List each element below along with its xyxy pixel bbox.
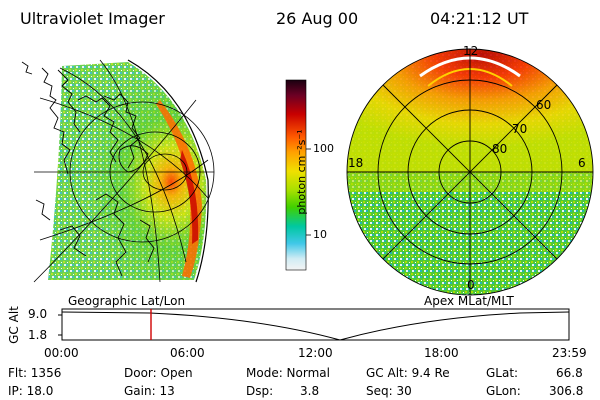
polar-plot-panel <box>346 48 594 296</box>
glat-label: GLat: <box>486 366 519 380</box>
ip-readout: IP: 18.0 <box>8 384 54 398</box>
flt-readout: Flt: 1356 <box>8 366 62 380</box>
time-tick-1800: 18:00 <box>424 346 459 360</box>
mlat-label-70: 70 <box>512 122 528 136</box>
colorbar <box>285 79 307 271</box>
mlat-label-80: 80 <box>492 142 508 156</box>
mode-readout: Mode: Normal <box>246 366 330 380</box>
gc-alt-readout: GC Alt: 9.4 Re <box>366 366 450 380</box>
colorbar-tick-100: 100 <box>313 142 334 155</box>
glon-label: GLon: <box>486 384 521 398</box>
glon-value: 306.8 <box>549 384 584 398</box>
mlt-label-12: 12 <box>463 44 479 58</box>
door-readout: Door: Open <box>124 366 193 380</box>
time-tick-0000: 00:00 <box>44 346 79 360</box>
dsp-value: 3.8 <box>300 384 320 398</box>
time-tick-0600: 06:00 <box>170 346 205 360</box>
geographic-caption: Geographic Lat/Lon <box>68 294 186 308</box>
mlt-label-18: 18 <box>348 156 364 170</box>
time-tick-2359: 23:59 <box>552 346 587 360</box>
geographic-map-panel <box>21 59 215 283</box>
dsp-label: Dsp: <box>246 384 274 398</box>
gc-alt-axis-label: GC Alt <box>7 306 21 344</box>
mlt-label-6: 6 <box>578 156 586 170</box>
mlat-label-60: 60 <box>536 98 552 112</box>
time-tick-1200: 12:00 <box>298 346 333 360</box>
apex-caption: Apex MLat/MLT <box>424 294 514 308</box>
glat-value: 66.8 <box>556 366 583 380</box>
seq-readout: Seq: 30 <box>366 384 412 398</box>
alt-tick-1-8: 1.8 <box>28 328 48 342</box>
mlt-label-0: 0 <box>467 278 475 292</box>
image-time: 04:21:12 UT <box>430 9 529 28</box>
colorbar-tick-10: 10 <box>313 228 327 241</box>
altitude-strip <box>58 308 570 341</box>
alt-tick-9: 9.0 <box>28 307 48 321</box>
image-date: 26 Aug 00 <box>276 9 359 28</box>
gain-readout: Gain: 13 <box>124 384 175 398</box>
colorbar-unit-label: photon cm⁻²s⁻¹ <box>295 129 308 215</box>
instrument-title: Ultraviolet Imager <box>20 9 165 28</box>
